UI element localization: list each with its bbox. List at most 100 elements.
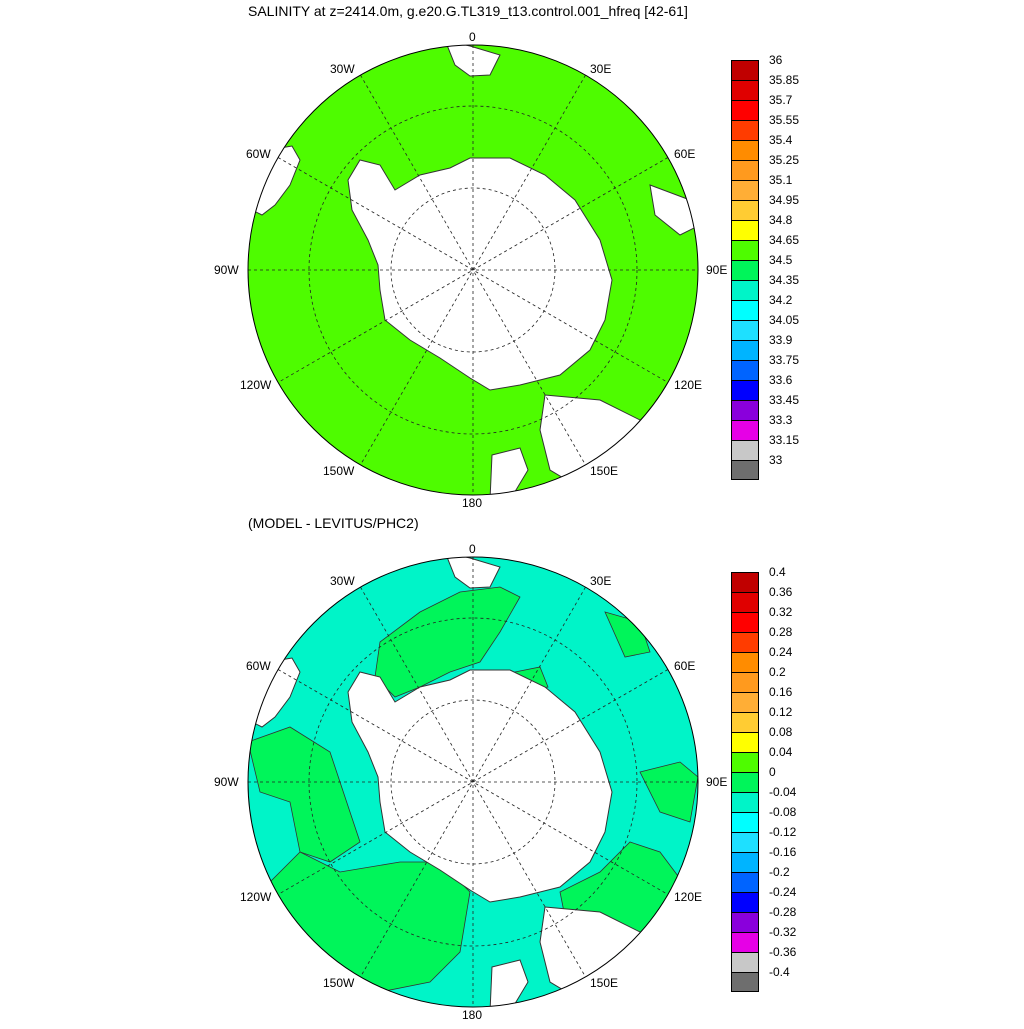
lon-label-180: 180 — [462, 496, 483, 510]
difference-colorbar-swatch-20 — [731, 972, 759, 992]
salinity-colorbar-swatch-12 — [731, 300, 759, 320]
lon-label-30e: 30E — [590, 62, 612, 76]
lon-label-120w: 120W — [240, 378, 272, 392]
difference-polar-map — [247, 556, 699, 1008]
salinity-colorbar-swatch-11 — [731, 280, 759, 300]
salinity-colorbar-swatch-6 — [731, 180, 759, 200]
graticule-lines — [248, 45, 698, 495]
lon-label-60w: 60W — [246, 147, 271, 161]
difference-colorbar-swatch-12 — [731, 812, 759, 832]
difference-colorbar-tick-label: -0.28 — [769, 905, 797, 919]
new-zealand-land — [489, 447, 529, 495]
salinity-colorbar-tick-label: 35.25 — [769, 153, 800, 167]
salinity-colorbar-swatch-14 — [731, 340, 759, 360]
salinity-colorbar-swatch-8 — [731, 220, 759, 240]
salinity-colorbar-swatch-18 — [731, 420, 759, 440]
lon-label-120w-bottom: 120W — [240, 890, 272, 904]
difference-colorbar-tick-label: 0.32 — [769, 605, 793, 619]
difference-colorbar-swatch-2 — [731, 612, 759, 632]
lon-label-30w: 30W — [330, 62, 355, 76]
lon-label-90w-bottom: 90W — [214, 775, 239, 789]
lon-label-0-bottom: 0 — [469, 542, 476, 556]
lon-label-90e-bottom: 90E — [706, 775, 728, 789]
lon-label-150e-bottom: 150E — [590, 976, 619, 990]
salinity-colorbar-tick-label: 33.9 — [769, 333, 793, 347]
difference-colorbar-tick-label: 0 — [769, 765, 776, 779]
map-boundary-circle-bottom — [247, 556, 699, 1008]
difference-colorbar-tick-label: 0.28 — [769, 625, 793, 639]
difference-colorbar-tick-label: -0.08 — [769, 805, 797, 819]
difference-colorbar-swatch-0 — [731, 572, 759, 592]
difference-colorbar-tick-label: -0.04 — [769, 785, 797, 799]
difference-colorbar-swatch-5 — [731, 672, 759, 692]
difference-colorbar-swatch-16 — [731, 892, 759, 912]
difference-colorbar-tick-label: -0.32 — [769, 925, 797, 939]
salinity-colorbar-tick-label: 35.4 — [769, 133, 793, 147]
salinity-colorbar-swatch-20 — [731, 460, 759, 480]
salinity-colorbar-tick-label: 33.75 — [769, 353, 800, 367]
positive-anomaly-region-atlantic — [374, 586, 521, 698]
africa-land-bottom — [444, 557, 501, 589]
difference-colorbar-tick-label: 0.2 — [769, 665, 786, 679]
salinity-colorbar-tick-label: 33.45 — [769, 393, 800, 407]
difference-colorbar-swatch-9 — [731, 752, 759, 772]
salinity-colorbar-tick-label: 34.95 — [769, 193, 800, 207]
salinity-colorbar-swatch-0 — [731, 60, 759, 80]
salinity-colorbar-tick-label: 33.3 — [769, 413, 793, 427]
difference-colorbar-tick-label: 0.12 — [769, 705, 793, 719]
bottom-map-title: (MODEL - LEVITUS/PHC2) — [248, 515, 419, 531]
africa-land — [444, 45, 501, 77]
lon-label-90e: 90E — [706, 263, 728, 277]
salinity-colorbar-swatch-17 — [731, 400, 759, 420]
top-map-title: SALINITY at z=2414.0m, g.e20.G.TL319_t13… — [248, 3, 688, 19]
salinity-colorbar-swatch-2 — [731, 100, 759, 120]
positive-anomaly-region-indian — [639, 761, 698, 823]
lon-label-120e: 120E — [674, 378, 703, 392]
salinity-colorbar-tick-label: 35.55 — [769, 113, 800, 127]
difference-colorbar-tick-label: 0.4 — [769, 565, 786, 579]
difference-colorbar-swatch-3 — [731, 632, 759, 652]
difference-colorbar-swatch-17 — [731, 912, 759, 932]
salinity-colorbar-tick-label: 33.15 — [769, 433, 800, 447]
difference-colorbar-swatch-18 — [731, 932, 759, 952]
salinity-colorbar-tick-label: 35.1 — [769, 173, 793, 187]
difference-colorbar-swatch-19 — [731, 952, 759, 972]
salinity-colorbar-swatch-3 — [731, 120, 759, 140]
salinity-colorbar-tick-label: 36 — [769, 53, 783, 67]
salinity-map-panel: 0 30E 60E 90E 120E 150E 180 150W 120W 90… — [0, 0, 760, 512]
lon-label-0: 0 — [469, 30, 476, 44]
salinity-colorbar-swatch-4 — [731, 140, 759, 160]
salinity-colorbar-swatch-15 — [731, 360, 759, 380]
difference-colorbar-tick-label: 0.16 — [769, 685, 793, 699]
antarctica-land-bottom — [347, 669, 613, 903]
difference-colorbar-tick-label: 0.24 — [769, 645, 793, 659]
lon-label-90w: 90W — [214, 263, 239, 277]
difference-colorbar-tick-label: 0.08 — [769, 725, 793, 739]
salinity-colorbar-tick-label: 34.65 — [769, 233, 800, 247]
difference-colorbar-swatch-8 — [731, 732, 759, 752]
difference-colorbar-swatch-1 — [731, 592, 759, 612]
positive-anomaly-region-west — [248, 726, 361, 863]
positive-anomaly-region-south — [259, 851, 471, 993]
salinity-colorbar-tick-label: 35.85 — [769, 73, 800, 87]
lon-label-60w-bottom: 60W — [246, 659, 271, 673]
difference-colorbar-tick-label: -0.36 — [769, 945, 797, 959]
salinity-colorbar-tick-label: 35.7 — [769, 93, 793, 107]
lon-label-60e-bottom: 60E — [674, 659, 696, 673]
salinity-colorbar-tick-label: 34.35 — [769, 273, 800, 287]
difference-colorbar-swatch-15 — [731, 872, 759, 892]
difference-colorbar-tick-label: -0.12 — [769, 825, 797, 839]
difference-colorbar-swatch-6 — [731, 692, 759, 712]
map-boundary-circle — [247, 44, 699, 496]
difference-colorbar-tick-label: -0.16 — [769, 845, 797, 859]
difference-colorbar: 0.4 0.36 0.32 0.28 0.24 0.2 0.16 0.12 0.08 0.04 0 -… — [731, 565, 796, 992]
salinity-colorbar-swatch-7 — [731, 200, 759, 220]
salinity-colorbar-tick-label: 33 — [769, 453, 783, 467]
salinity-colorbar-tick-label: 34.8 — [769, 213, 793, 227]
salinity-colorbar-swatch-19 — [731, 440, 759, 460]
difference-colorbar-swatch-11 — [731, 792, 759, 812]
difference-colorbar-swatch-10 — [731, 772, 759, 792]
difference-colorbar-tick-label: 0.36 — [769, 585, 793, 599]
salinity-colorbar: 36 35.85 35.7 35.55 35.4 35.25 35.1 34.95 34.8 34… — [731, 53, 799, 480]
lon-label-180-bottom: 180 — [462, 1008, 483, 1022]
